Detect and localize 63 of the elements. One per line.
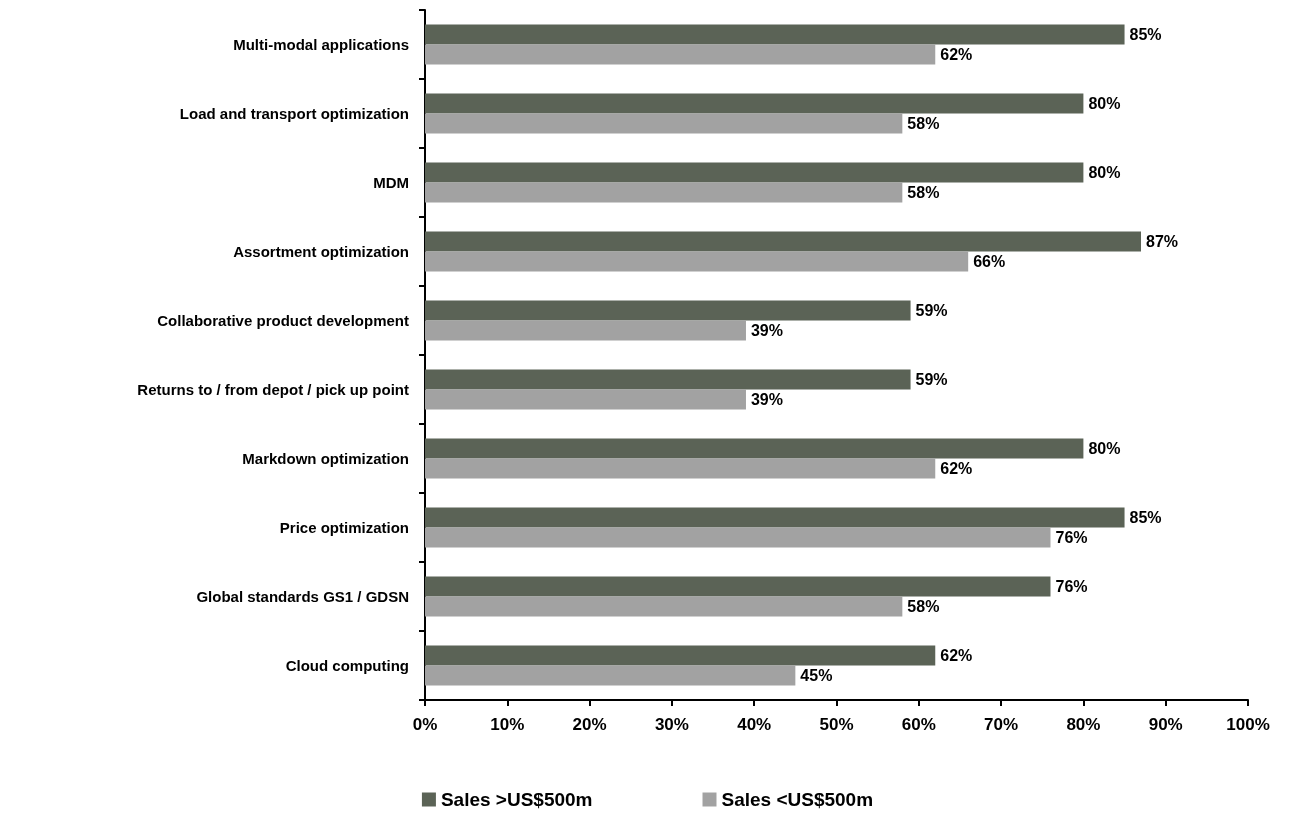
data-label: 58%: [907, 598, 940, 615]
data-label: 80%: [1088, 95, 1121, 112]
x-tick-label: 100%: [1226, 715, 1270, 734]
data-label: 62%: [940, 647, 973, 664]
bar: [425, 93, 1084, 114]
data-label: 62%: [940, 46, 973, 63]
data-label: 80%: [1088, 440, 1121, 457]
bar: [425, 44, 936, 65]
y-tick-label: Price optimization: [279, 519, 409, 536]
bar: [425, 251, 969, 272]
bar: [425, 231, 1142, 252]
data-label: 80%: [1088, 164, 1121, 181]
bar: [425, 320, 746, 341]
y-tick-label: MDM: [373, 174, 409, 191]
y-tick-label: Markdown optimization: [242, 450, 409, 467]
x-tick-label: 70%: [984, 715, 1019, 734]
y-tick-label: Load and transport optimization: [179, 105, 409, 122]
x-tick-label: 40%: [737, 715, 772, 734]
x-tick-label: 50%: [819, 715, 854, 734]
data-label: 76%: [1055, 578, 1088, 595]
bar: [425, 113, 903, 134]
y-tick-label: Multi-modal applications: [233, 36, 409, 53]
bar: [425, 576, 1051, 597]
legend-label: Sales >US$500m: [440, 789, 593, 810]
bar: [425, 665, 796, 686]
bar: [425, 300, 911, 321]
bar: [425, 438, 1084, 459]
data-label: 66%: [973, 253, 1006, 270]
bar: [425, 389, 746, 410]
data-label: 59%: [915, 371, 948, 388]
data-label: 85%: [1129, 26, 1162, 43]
legend-label: Sales <US$500m: [721, 789, 874, 810]
y-tick-label: Returns to / from depot / pick up point: [137, 381, 409, 398]
x-tick-label: 80%: [1066, 715, 1101, 734]
y-tick-label: Global standards GS1 / GDSN: [196, 588, 409, 605]
x-tick-label: 30%: [654, 715, 689, 734]
data-label: 58%: [907, 184, 940, 201]
y-tick-label: Cloud computing: [285, 657, 409, 674]
x-tick-label: 20%: [572, 715, 607, 734]
bar: [425, 596, 903, 617]
bar: [425, 507, 1125, 528]
data-label: 58%: [907, 115, 940, 132]
data-label: 59%: [915, 302, 948, 319]
data-label: 39%: [750, 391, 783, 408]
data-label: 62%: [940, 460, 973, 477]
bar: [425, 369, 911, 390]
data-label: 87%: [1146, 233, 1179, 250]
data-label: 85%: [1129, 509, 1162, 526]
y-tick-label: Collaborative product development: [157, 312, 409, 329]
data-label: 45%: [800, 667, 833, 684]
bar: [425, 182, 903, 203]
x-tick-label: 60%: [901, 715, 936, 734]
bar: [425, 162, 1084, 183]
data-label: 76%: [1055, 529, 1088, 546]
bar: [425, 458, 936, 479]
bar: [425, 24, 1125, 45]
x-tick-label: 90%: [1148, 715, 1183, 734]
x-tick-label: 10%: [490, 715, 525, 734]
bar: [425, 645, 936, 666]
data-label: 39%: [750, 322, 783, 339]
x-tick-label: 0%: [412, 715, 438, 734]
bar: [425, 527, 1051, 548]
y-tick-label: Assortment optimization: [233, 243, 409, 260]
